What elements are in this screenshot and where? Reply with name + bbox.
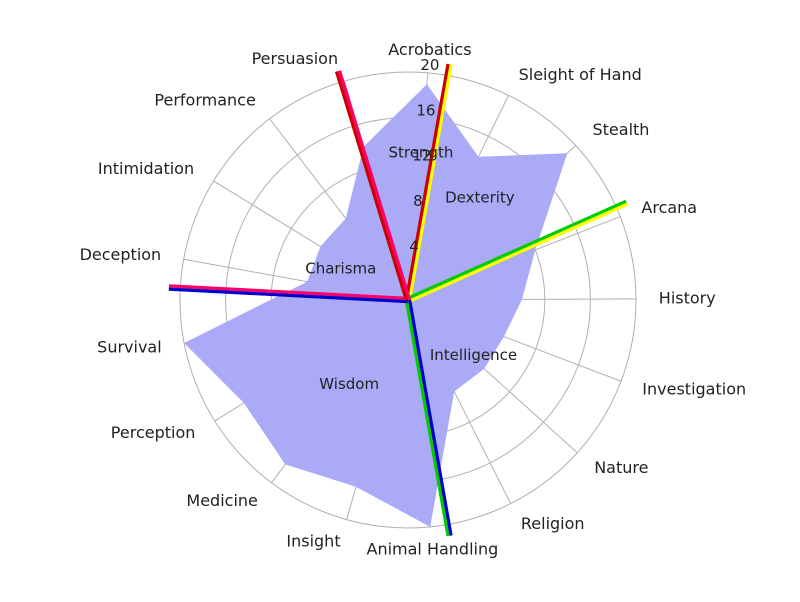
group-label-4: Charisma — [305, 260, 376, 278]
r-tick-label-20: 20 — [420, 56, 439, 74]
skill-label-7: Religion — [521, 514, 585, 533]
divider-3-stroke-1 — [168, 287, 408, 304]
value-point-14 — [320, 245, 321, 247]
radial-tick-labels: 4 8 12 16 20 — [409, 56, 439, 256]
skill-label-15: Performance — [154, 91, 255, 110]
skill-label-12: Survival — [97, 337, 162, 356]
value-point-0 — [426, 83, 428, 85]
divider-4-stroke-0 — [337, 70, 412, 300]
group-label-3: Wisdom — [319, 375, 379, 393]
value-point-4 — [521, 298, 523, 300]
skill-label-2: Stealth — [593, 120, 650, 139]
skill-label-0: Acrobatics — [388, 40, 471, 59]
value-point-3 — [534, 249, 536, 251]
skill-label-9: Insight — [286, 532, 340, 551]
group-label-1: Dexterity — [445, 188, 515, 206]
divider-1-stroke-0 — [408, 202, 629, 303]
value-point-6 — [483, 368, 485, 370]
value-point-2 — [566, 152, 568, 154]
value-point-12 — [183, 342, 185, 344]
value-point-11 — [243, 402, 245, 404]
skill-label-5: Investigation — [642, 379, 746, 398]
value-point-5 — [503, 336, 505, 338]
grid-circle-20 — [179, 71, 637, 529]
r-tick-label-4: 4 — [409, 238, 419, 256]
skill-label-8: Animal Handling — [367, 540, 499, 559]
ability-group-labels: Strength Dexterity Intelligence Wisdom Chari… — [305, 143, 517, 393]
skill-label-1: Sleight of Hand — [519, 65, 642, 84]
group-label-2: Intelligence — [430, 346, 517, 364]
skill-label-13: Deception — [80, 245, 162, 264]
radar-area-group — [183, 83, 568, 528]
skill-labels: Acrobatics Sleight of Hand Stealth Arcana Hi… — [80, 40, 747, 558]
skill-values-area — [184, 84, 568, 527]
value-point-8 — [429, 526, 431, 528]
divider-1-stroke-1 — [406, 199, 627, 300]
group-label-0: Strength — [388, 143, 453, 161]
r-tick-label-16: 16 — [416, 101, 435, 119]
value-point-10 — [284, 463, 286, 465]
ability-dividers — [168, 63, 629, 537]
divider-2-stroke-1 — [408, 299, 453, 536]
value-point-9 — [355, 486, 357, 488]
skill-label-6: Nature — [594, 458, 648, 477]
skill-label-11: Perception — [111, 423, 196, 442]
divider-0-stroke-1 — [404, 63, 450, 300]
r-tick-label-8: 8 — [413, 192, 423, 210]
divider-2-stroke-0 — [404, 300, 450, 537]
divider-4-stroke-1 — [334, 71, 409, 301]
skill-label-3: Arcana — [641, 198, 697, 217]
skill-label-14: Intimidation — [98, 159, 194, 178]
value-point-13 — [306, 281, 308, 283]
skill-label-10: Medicine — [186, 491, 257, 510]
value-point-7 — [453, 391, 455, 393]
value-point-1 — [477, 156, 479, 158]
divider-3-stroke-0 — [168, 284, 409, 300]
divider-0-stroke-0 — [408, 64, 453, 301]
r-tick-label-12: 12 — [412, 147, 431, 165]
skill-label-16: Persuasion — [252, 49, 339, 68]
value-point-15 — [345, 217, 347, 219]
skill-label-4: History — [659, 289, 716, 308]
